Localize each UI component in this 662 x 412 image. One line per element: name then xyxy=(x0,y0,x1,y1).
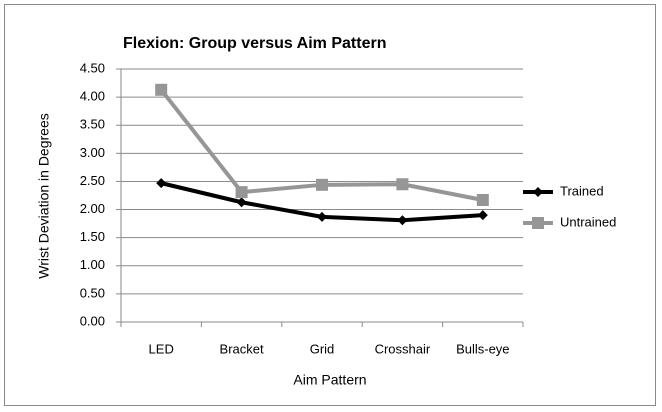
y-tick-label: 3.00 xyxy=(80,145,105,160)
marker xyxy=(155,83,168,96)
marker xyxy=(156,178,167,189)
legend-label: Trained xyxy=(560,183,604,198)
x-tick-label: Grid xyxy=(310,341,335,356)
marker xyxy=(236,197,247,208)
marker xyxy=(477,210,488,221)
y-tick-label: 4.50 xyxy=(80,60,105,75)
legend-marker xyxy=(532,217,544,229)
marker xyxy=(316,178,328,191)
x-axis-title: Aim Pattern xyxy=(293,372,366,388)
y-tick-label: 1.50 xyxy=(80,229,105,244)
marker xyxy=(397,215,408,226)
y-tick-label: 2.50 xyxy=(80,173,105,188)
x-tick-label: Bulls-eye xyxy=(456,341,509,356)
y-tick-label: 3.50 xyxy=(80,117,105,132)
y-tick-label: 1.00 xyxy=(80,257,105,272)
marker xyxy=(476,193,489,206)
legend-marker xyxy=(533,187,543,197)
y-tick-label: 4.00 xyxy=(80,89,105,104)
legend-label: Untrained xyxy=(560,214,616,229)
chart-title: Flexion: Group versus Aim Pattern xyxy=(123,35,386,52)
x-tick-label: Crosshair xyxy=(375,341,431,356)
y-tick-label: 0.50 xyxy=(80,285,105,300)
x-tick-label: LED xyxy=(149,341,174,356)
marker xyxy=(317,211,327,222)
y-axis-title: Wrist Deviation in Degrees xyxy=(36,113,52,278)
y-tick-label: 0.00 xyxy=(80,313,105,328)
marker xyxy=(396,178,409,191)
chart-border xyxy=(4,4,656,406)
marker xyxy=(235,186,248,199)
y-tick-label: 2.00 xyxy=(80,201,105,216)
x-tick-label: Bracket xyxy=(220,341,264,356)
